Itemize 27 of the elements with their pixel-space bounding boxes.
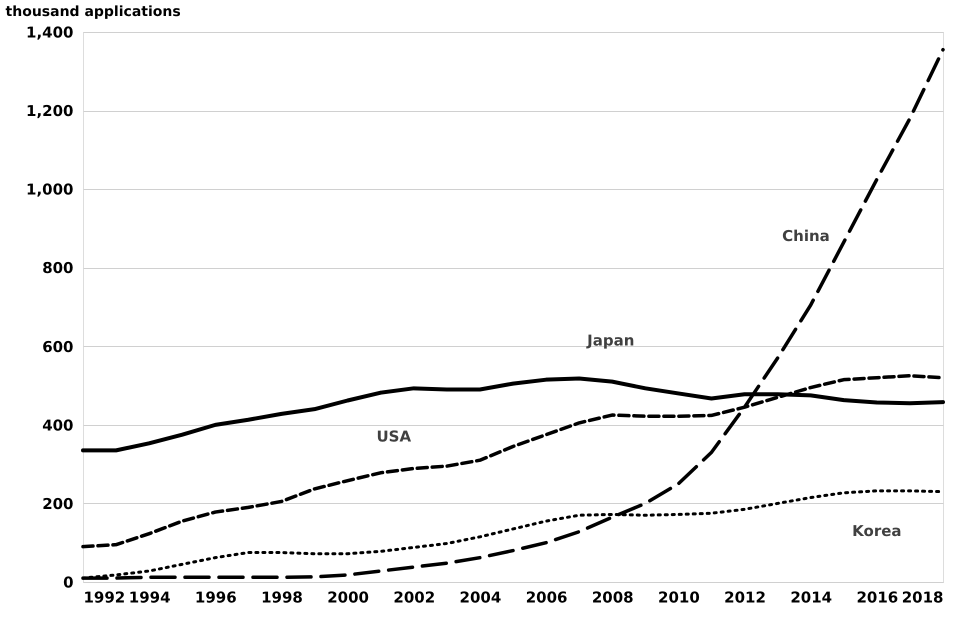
x-tick-label: 1992 — [84, 588, 126, 606]
x-tick-label: 2014 — [790, 588, 832, 606]
y-tick-label: 200 — [42, 494, 74, 513]
x-tick-label: 1994 — [128, 588, 171, 606]
x-tick-label: 2008 — [592, 588, 634, 606]
series-label: China — [782, 227, 830, 246]
series-label: Korea — [852, 522, 902, 540]
x-tick-label: 2000 — [327, 588, 369, 606]
x-tick-label: 2002 — [393, 588, 436, 606]
x-tick-label: 1998 — [261, 588, 303, 606]
y-tick-label: 1,000 — [26, 180, 74, 199]
series-label: Japan — [586, 332, 634, 350]
y-tick-label: 400 — [42, 416, 74, 434]
y-tick-label: 1,200 — [26, 102, 74, 120]
y-tick-label: 0 — [63, 574, 74, 592]
x-tick-label: 2006 — [526, 588, 568, 606]
y-tick-label: 800 — [42, 259, 74, 278]
series-label: USA — [376, 427, 412, 446]
x-tick-label: 2018 — [902, 588, 944, 606]
x-tick-label: 2012 — [724, 588, 766, 606]
x-tick-label: 2016 — [856, 588, 898, 606]
x-tick-label: 2004 — [460, 588, 502, 606]
x-tick-label: 1996 — [194, 588, 237, 606]
x-tick-label: 2010 — [658, 588, 700, 606]
y-tick-label: 1,400 — [26, 24, 74, 42]
y-tick-label: 600 — [42, 338, 74, 356]
y-axis-title: thousand applications — [6, 4, 181, 20]
